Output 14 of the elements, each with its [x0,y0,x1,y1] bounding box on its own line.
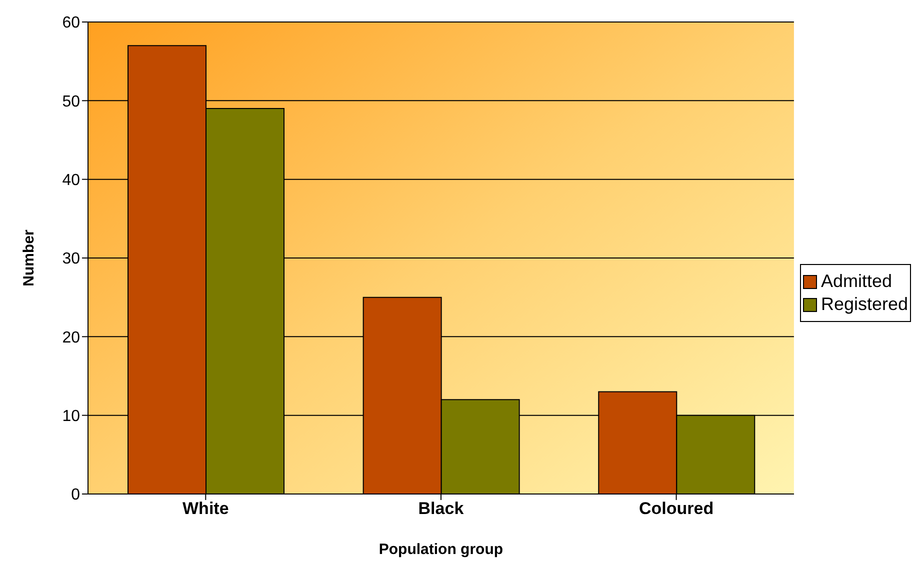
y-tick-label: 50 [62,93,80,110]
x-tick-label: Coloured [638,499,714,518]
y-tick-label: 10 [62,408,80,426]
y-tick-label: 0 [71,486,80,504]
x-tick-label: Black [418,499,464,518]
y-tick-label: 30 [62,250,80,268]
y-tick-label: 40 [62,172,80,190]
legend-label: Admitted [820,271,892,292]
y-tick-label: 60 [62,14,80,32]
y-axis-title: Number [20,230,38,286]
legend-label: Registered [820,294,908,315]
y-tick-label: 20 [62,329,80,346]
x-axis-title: Population group [378,541,504,558]
x-tick-label: White [182,499,229,518]
